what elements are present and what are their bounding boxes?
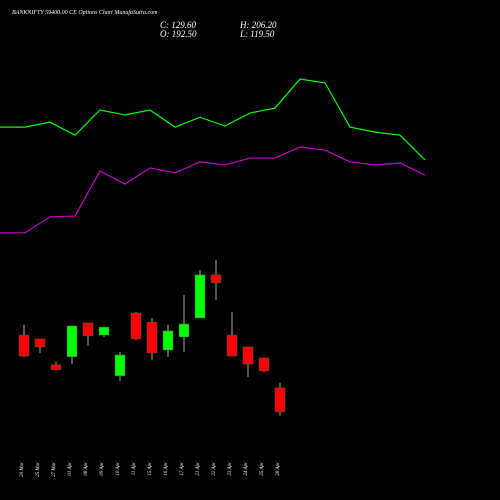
x-tick-label: 24 Apr xyxy=(244,462,249,476)
x-tick-label: 25 Mar xyxy=(36,462,41,477)
average-line xyxy=(0,146,426,234)
average-line xyxy=(0,78,426,161)
candle-body xyxy=(98,326,110,336)
candle-body xyxy=(162,330,174,351)
candle-body xyxy=(130,312,142,340)
x-tick-label: 27 Mar xyxy=(52,462,57,477)
x-tick-label: 21 Apr xyxy=(196,462,201,476)
candle-body xyxy=(50,364,62,371)
x-tick-label: 20 Mar xyxy=(20,462,25,477)
candle-body xyxy=(210,274,222,284)
candle-body xyxy=(178,323,190,338)
candle-body xyxy=(18,334,30,357)
candle-body xyxy=(226,334,238,357)
candle-body xyxy=(82,322,94,337)
x-tick-label: 08 Apr xyxy=(84,462,89,476)
x-tick-label: 22 Apr xyxy=(212,462,217,476)
x-tick-label: 28 Apr xyxy=(276,462,281,476)
candle-body xyxy=(146,321,158,354)
close-info: C: 129.60 xyxy=(160,20,197,30)
x-tick-label: 25 Apr xyxy=(260,462,265,476)
chart-title: BANKNIFTY 59400.00 CE Options Chart Muna… xyxy=(12,9,158,16)
candle-body xyxy=(242,346,254,365)
candle-body xyxy=(114,354,126,377)
candle-body xyxy=(194,274,206,319)
x-tick-label: 09 Apr xyxy=(100,462,105,476)
x-tick-label: 17 Apr xyxy=(180,462,185,476)
x-tick-label: 15 Apr xyxy=(148,462,153,476)
x-tick-label: 10 Apr xyxy=(116,462,121,476)
candle-body xyxy=(34,338,46,348)
candle-body xyxy=(258,357,270,372)
candle-body xyxy=(274,387,286,413)
low-info: L: 119.50 xyxy=(239,29,275,39)
x-tick-label: 16 Apr xyxy=(164,462,169,476)
open-info: O: 192.50 xyxy=(160,29,197,39)
candle-body xyxy=(66,325,78,358)
x-tick-label: 01 Apr xyxy=(68,462,73,476)
x-tick-label: 23 Apr xyxy=(228,462,233,476)
x-tick-label: 11 Apr xyxy=(132,462,137,475)
high-info: H: 206.20 xyxy=(239,20,277,30)
